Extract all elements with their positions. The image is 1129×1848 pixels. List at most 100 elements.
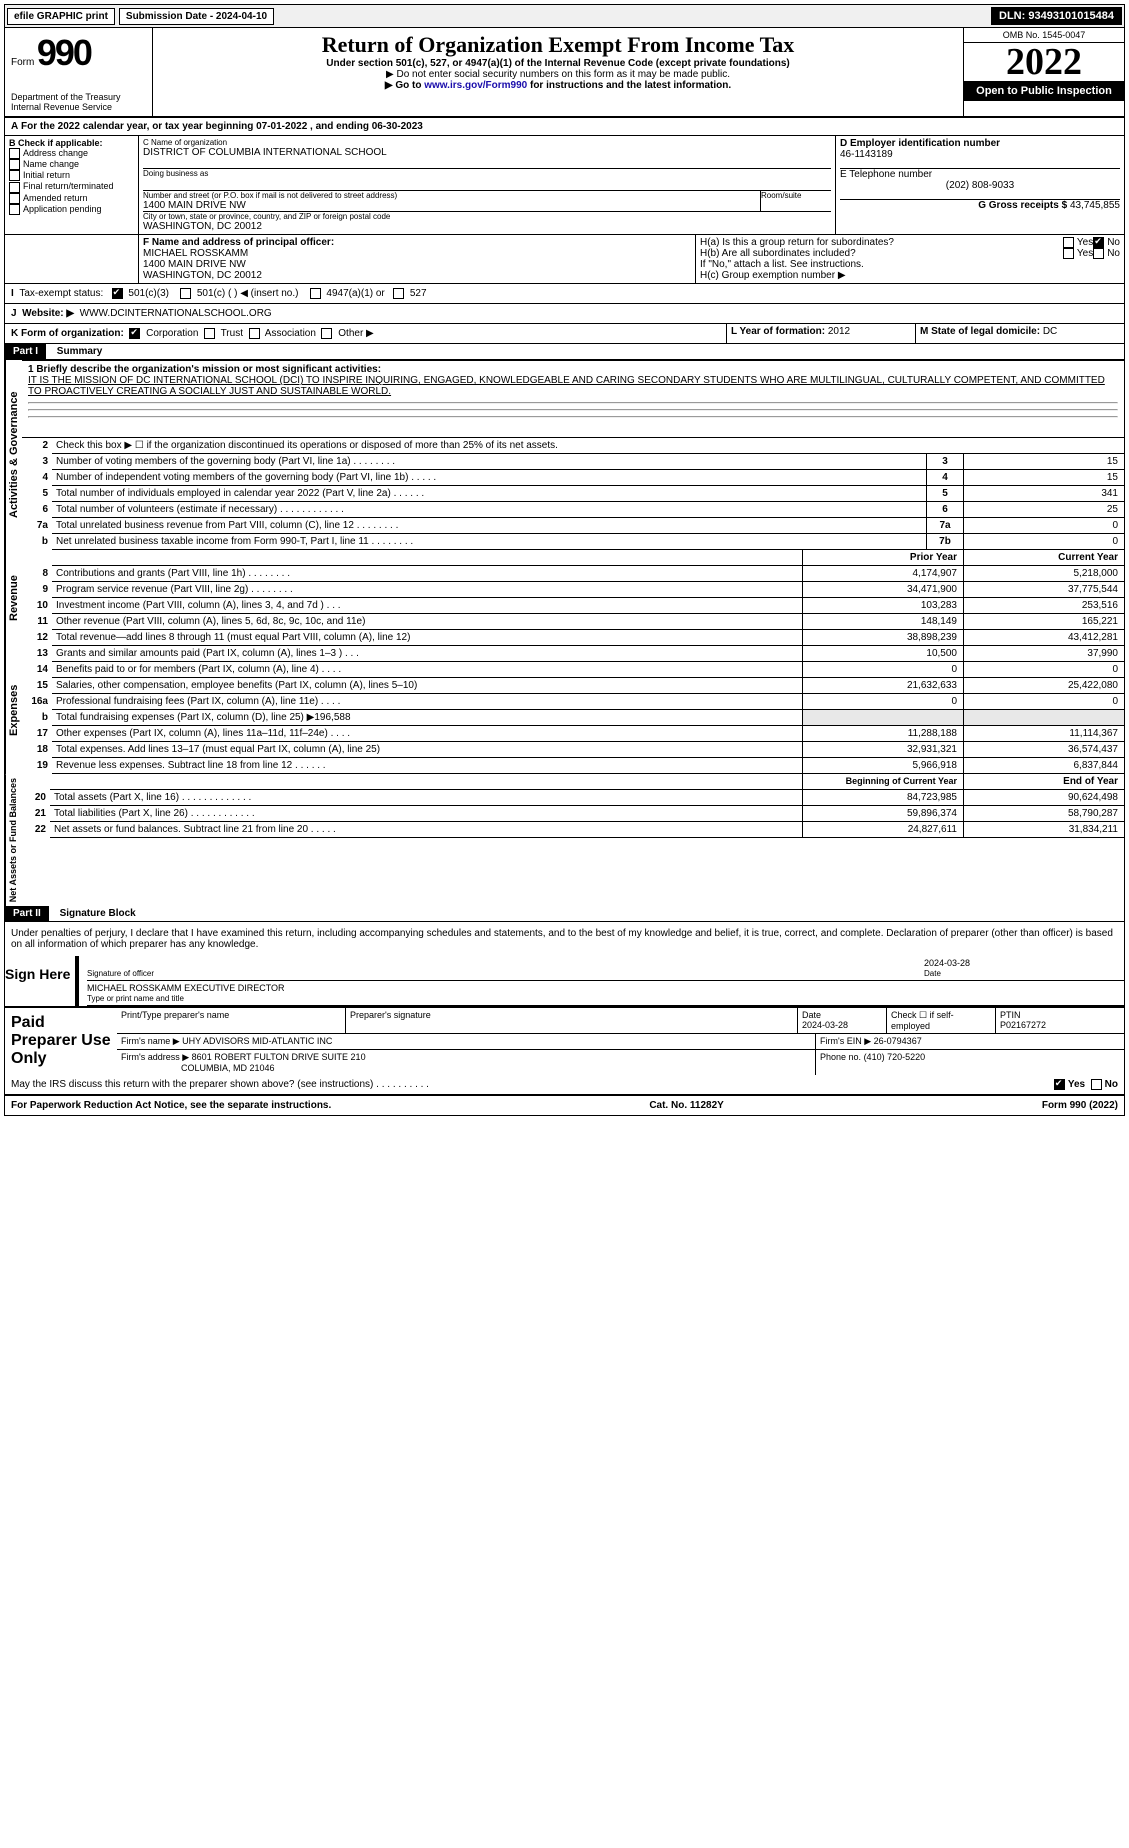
ag-5: Total number of individuals employed in …: [52, 486, 927, 502]
chk-initial[interactable]: [9, 170, 20, 181]
section-rev: Revenue Prior YearCurrent Year 8Contribu…: [5, 550, 1124, 646]
section-ag: Activities & Governance 1 Briefly descri…: [5, 360, 1124, 550]
side-ag: Activities & Governance: [5, 360, 22, 550]
k-other-chk[interactable]: [321, 328, 332, 339]
b-3: Final return/terminated: [23, 181, 114, 191]
prep-date-label: Date: [802, 1010, 821, 1020]
ag-6-box: 6: [927, 502, 964, 518]
chk-address[interactable]: [9, 148, 20, 159]
i-501c-chk[interactable]: [180, 288, 191, 299]
i-4947-chk[interactable]: [310, 288, 321, 299]
l-val: 2012: [828, 326, 850, 337]
b-2: Initial return: [23, 170, 70, 180]
header-right: OMB No. 1545-0047 2022 Open to Public In…: [963, 28, 1124, 116]
section-net: Net Assets or Fund Balances Beginning of…: [5, 774, 1124, 906]
ag-4-box: 4: [927, 470, 964, 486]
hdr2-prior: Beginning of Current Year: [803, 774, 964, 790]
k-corp-chk[interactable]: [129, 328, 140, 339]
dba: [143, 178, 831, 190]
ha-yes-chk[interactable]: [1063, 237, 1074, 248]
submission-date: Submission Date - 2024-04-10: [119, 8, 274, 25]
ag-3-val: 15: [964, 454, 1125, 470]
addr-label: Number and street (or P.O. box if mail i…: [143, 191, 760, 200]
rev-10-p: 103,283: [803, 598, 964, 614]
chk-name[interactable]: [9, 159, 20, 170]
i-2: 4947(a)(1) or: [326, 288, 384, 299]
hdr-curr: Current Year: [964, 550, 1125, 566]
lines-exp: 13Grants and similar amounts paid (Part …: [22, 646, 1124, 774]
sign-here: Sign Here Signature of officer 2024-03-2…: [5, 956, 1124, 1006]
part2-header: Part II Signature Block: [5, 906, 1124, 922]
sig-label: Signature of officer: [87, 969, 154, 978]
e-label: E Telephone number: [840, 169, 932, 180]
exp-14-p: 0: [803, 662, 964, 678]
net-20: Total assets (Part X, line 16) . . . . .…: [50, 790, 803, 806]
may-text: May the IRS discuss this return with the…: [11, 1079, 1054, 1090]
exp-16a: Professional fundraising fees (Part IX, …: [52, 694, 803, 710]
efile-label: efile GRAPHIC print: [7, 8, 115, 25]
ag-7a-box: 7a: [927, 518, 964, 534]
irs-link[interactable]: www.irs.gov/Form990: [424, 80, 527, 91]
ag-5-box: 5: [927, 486, 964, 502]
firm-addr-label: Firm's address ▶: [121, 1052, 189, 1062]
rev-9: Program service revenue (Part VIII, line…: [52, 582, 803, 598]
may-yes-chk[interactable]: [1054, 1079, 1065, 1090]
header-left: Form 990 Department of the Treasury Inte…: [5, 28, 153, 116]
rev-10-c: 253,516: [964, 598, 1125, 614]
k-trust-chk[interactable]: [204, 328, 215, 339]
firm-name-label: Firm's name ▶: [121, 1036, 180, 1046]
i-3: 527: [410, 288, 427, 299]
prep-self-label: Check ☐ if self-employed: [891, 1010, 954, 1031]
may-no-chk[interactable]: [1091, 1079, 1102, 1090]
rev-8-p: 4,174,907: [803, 566, 964, 582]
hdr2-curr: End of Year: [964, 774, 1125, 790]
ha-no: No: [1107, 237, 1120, 248]
ag-7a: Total unrelated business revenue from Pa…: [52, 518, 927, 534]
rev-8-c: 5,218,000: [964, 566, 1125, 582]
sign-here-label: Sign Here: [5, 956, 75, 1006]
exp-17-p: 11,288,188: [803, 726, 964, 742]
exp-15: Salaries, other compensation, employee b…: [52, 678, 803, 694]
hb-no-chk[interactable]: [1093, 248, 1104, 259]
ag-6-val: 25: [964, 502, 1125, 518]
hb-yes-chk[interactable]: [1063, 248, 1074, 259]
officer-city: WASHINGTON, DC 20012: [143, 270, 262, 281]
website: WWW.DCINTERNATIONALSCHOOL.ORG: [80, 308, 272, 319]
block-bcdeg: B Check if applicable: Address change Na…: [5, 136, 1124, 235]
chk-pending[interactable]: [9, 204, 20, 215]
firm-ein-label: Firm's EIN ▶: [820, 1036, 871, 1046]
paid-preparer: Paid Preparer Use Only Print/Type prepar…: [5, 1006, 1124, 1075]
exp-16a-p: 0: [803, 694, 964, 710]
net-22-c: 31,834,211: [964, 822, 1125, 838]
exp-14-c: 0: [964, 662, 1125, 678]
firm-phone: (410) 720-5220: [864, 1052, 926, 1062]
box-deg: D Employer identification number 46-1143…: [836, 136, 1124, 234]
form-title: Return of Organization Exempt From Incom…: [157, 32, 959, 58]
ag-2: Check this box ▶ ☐ if the organization d…: [52, 438, 1124, 454]
open-public: Open to Public Inspection: [964, 81, 1124, 101]
ag-7b-val: 0: [964, 534, 1125, 550]
rev-12: Total revenue—add lines 8 through 11 (mu…: [52, 630, 803, 646]
d-label: D Employer identification number: [840, 138, 1000, 149]
subtitle-2: ▶ Do not enter social security numbers o…: [157, 69, 959, 80]
m-label: M State of legal domicile:: [920, 326, 1040, 337]
i-501c3-chk[interactable]: [112, 288, 123, 299]
irs: Internal Revenue Service: [11, 102, 146, 112]
part1-title: Summary: [57, 346, 103, 357]
k-assoc-chk[interactable]: [249, 328, 260, 339]
ha-no-chk[interactable]: [1093, 237, 1104, 248]
line-a-text: For the 2022 calendar year, or tax year …: [21, 121, 423, 132]
line-j: J Website: ▶ WWW.DCINTERNATIONALSCHOOL.O…: [5, 304, 1124, 324]
i-0: 501(c)(3): [128, 288, 169, 299]
chk-amended[interactable]: [9, 193, 20, 204]
exp-16b-p: [803, 710, 964, 726]
ag-7a-val: 0: [964, 518, 1125, 534]
rev-11: Other revenue (Part VIII, column (A), li…: [52, 614, 803, 630]
exp-13-c: 37,990: [964, 646, 1125, 662]
chk-final[interactable]: [9, 182, 20, 193]
may-no: No: [1105, 1079, 1118, 1090]
block-fh: F Name and address of principal officer:…: [5, 235, 1124, 284]
tax-year: 2022: [964, 43, 1124, 81]
i-527-chk[interactable]: [393, 288, 404, 299]
part2-label: Part II: [5, 906, 49, 921]
